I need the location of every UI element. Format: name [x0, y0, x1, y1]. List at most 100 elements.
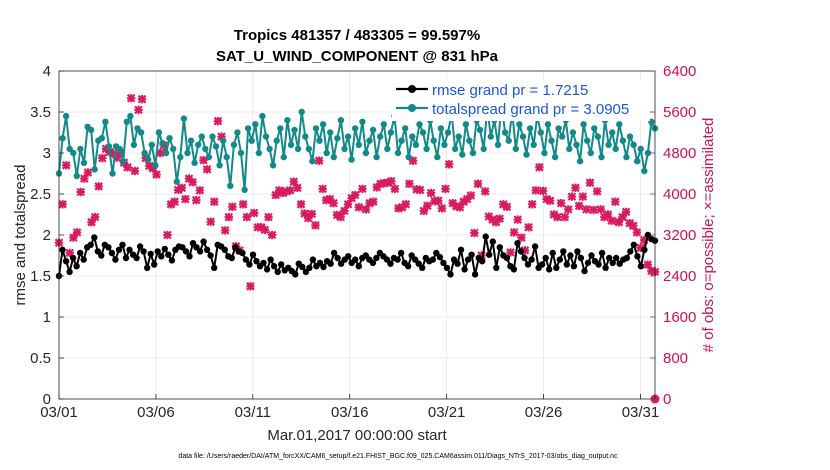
tick-label-right: 5600 [663, 104, 696, 121]
obs-assimilated-point [314, 156, 324, 165]
totalspread-point [637, 145, 644, 153]
rmse-point [154, 248, 161, 255]
totalspread-point [634, 158, 641, 165]
totalspread-point [277, 125, 284, 132]
totalspread-point [541, 149, 548, 157]
totalspread-point [177, 153, 184, 161]
totalspread-point [316, 137, 323, 144]
rmse-point [644, 231, 652, 239]
obs-assimilated-point [502, 202, 512, 212]
tick-label-x: 03/11 [235, 404, 271, 421]
totalspread-point [259, 112, 266, 120]
rmse-point [62, 258, 70, 265]
chart-subtitle: SAT_U_WIND_COMPONENT @ 831 hPa [216, 48, 499, 65]
obs-assimilated-point [296, 200, 306, 209]
rmse-point [140, 248, 147, 255]
totalspread-point [487, 133, 494, 140]
rmse-point [563, 261, 570, 268]
rmse-point [387, 260, 394, 267]
rmse-point [373, 254, 380, 262]
totalspread-point [159, 140, 166, 147]
tick-label-left: 1.5 [30, 268, 51, 285]
totalspread-point [91, 166, 98, 173]
rmse-point [479, 258, 486, 265]
totalspread-point [587, 149, 594, 157]
rmse-point [546, 266, 553, 273]
obs-assimilated-point [524, 223, 533, 232]
totalspread-point [591, 125, 598, 132]
obs-assimilated-point [387, 176, 396, 186]
rmse-point [419, 264, 426, 271]
rmse-point [524, 261, 532, 268]
rmse-point [517, 248, 525, 255]
totalspread-point [584, 137, 591, 144]
totalspread-point [262, 133, 270, 140]
totalspread-point [234, 129, 241, 136]
obs-assimilated-point [181, 194, 190, 204]
totalspread-point [209, 133, 216, 140]
totalspread-point [66, 145, 73, 153]
totalspread-point [116, 145, 123, 153]
obs-assimilated-point [238, 200, 248, 209]
tick-label-x: 03/26 [525, 404, 563, 421]
totalspread-point [469, 149, 477, 157]
tick-label-right: 4000 [663, 186, 696, 203]
totalspread-point [170, 145, 177, 153]
totalspread-point [312, 125, 320, 132]
tick-label-right: 1600 [663, 309, 696, 326]
x-axis-label: Mar.01,2017 00:00:00 start [267, 427, 447, 444]
totalspread-point [641, 167, 648, 175]
totalspread-point [180, 115, 188, 122]
obs-assimilated-point [329, 198, 338, 208]
rmse-point [538, 261, 546, 268]
obs-assimilated-point [220, 226, 230, 235]
obs-assimilated-point [567, 192, 577, 201]
obs-assimilated-series [54, 93, 660, 291]
totalspread-point [366, 137, 373, 144]
rmse-point [637, 263, 645, 270]
rmse-point [581, 267, 588, 275]
totalspread-point [466, 137, 473, 144]
obs-assimilated-point [340, 206, 349, 216]
obs-assimilated-point [585, 178, 595, 187]
tick-label-right: 3200 [663, 227, 696, 244]
tick-label-left: 2 [43, 227, 51, 244]
rmse-point [584, 259, 592, 267]
totalspread-point [173, 178, 180, 185]
rmse-point [369, 259, 377, 267]
obs-assimilated-point [513, 215, 522, 224]
chart-title: Tropics 481357 / 483305 = 99.597% [234, 27, 480, 44]
rmse-point [549, 249, 556, 257]
rmse-point [503, 254, 511, 262]
tick-label-x: 03/31 [622, 404, 660, 421]
totalspread-point [612, 145, 619, 153]
obs-assimilated-point [98, 153, 107, 163]
rmse-point [193, 244, 200, 251]
totalspread-point [344, 133, 352, 140]
obs-assimilated-point [643, 260, 653, 269]
totalspread-point [305, 145, 312, 153]
rmse-point [443, 264, 451, 271]
totalspread-point [216, 162, 223, 169]
totalspread-point [398, 137, 405, 144]
rmse-point [355, 263, 362, 270]
totalspread-point [248, 137, 255, 144]
totalspread-point [394, 149, 402, 157]
totalspread-point [402, 125, 409, 132]
obs-assimilated-point [76, 187, 85, 197]
left-axis: 0 0.5 1 1.5 2 2.5 3 3.5 4 [30, 63, 64, 408]
obs-assimilated-point [285, 186, 295, 195]
totalspread-point [462, 121, 470, 128]
rmse-point [91, 234, 98, 241]
obs-assimilated-point [206, 217, 215, 226]
totalspread-point [616, 121, 623, 128]
rmse-point [345, 253, 352, 260]
rmse-point [108, 249, 116, 257]
totalspread-point [191, 159, 198, 166]
obs-assimilated-point [495, 214, 504, 223]
totalspread-point [309, 158, 316, 165]
rmse-point [486, 251, 493, 258]
x-axis: 03/01 03/06 03/11 03/16 03/21 03/26 03/31 [40, 394, 659, 421]
rmse-point [404, 263, 412, 270]
rmse-point [320, 263, 327, 271]
